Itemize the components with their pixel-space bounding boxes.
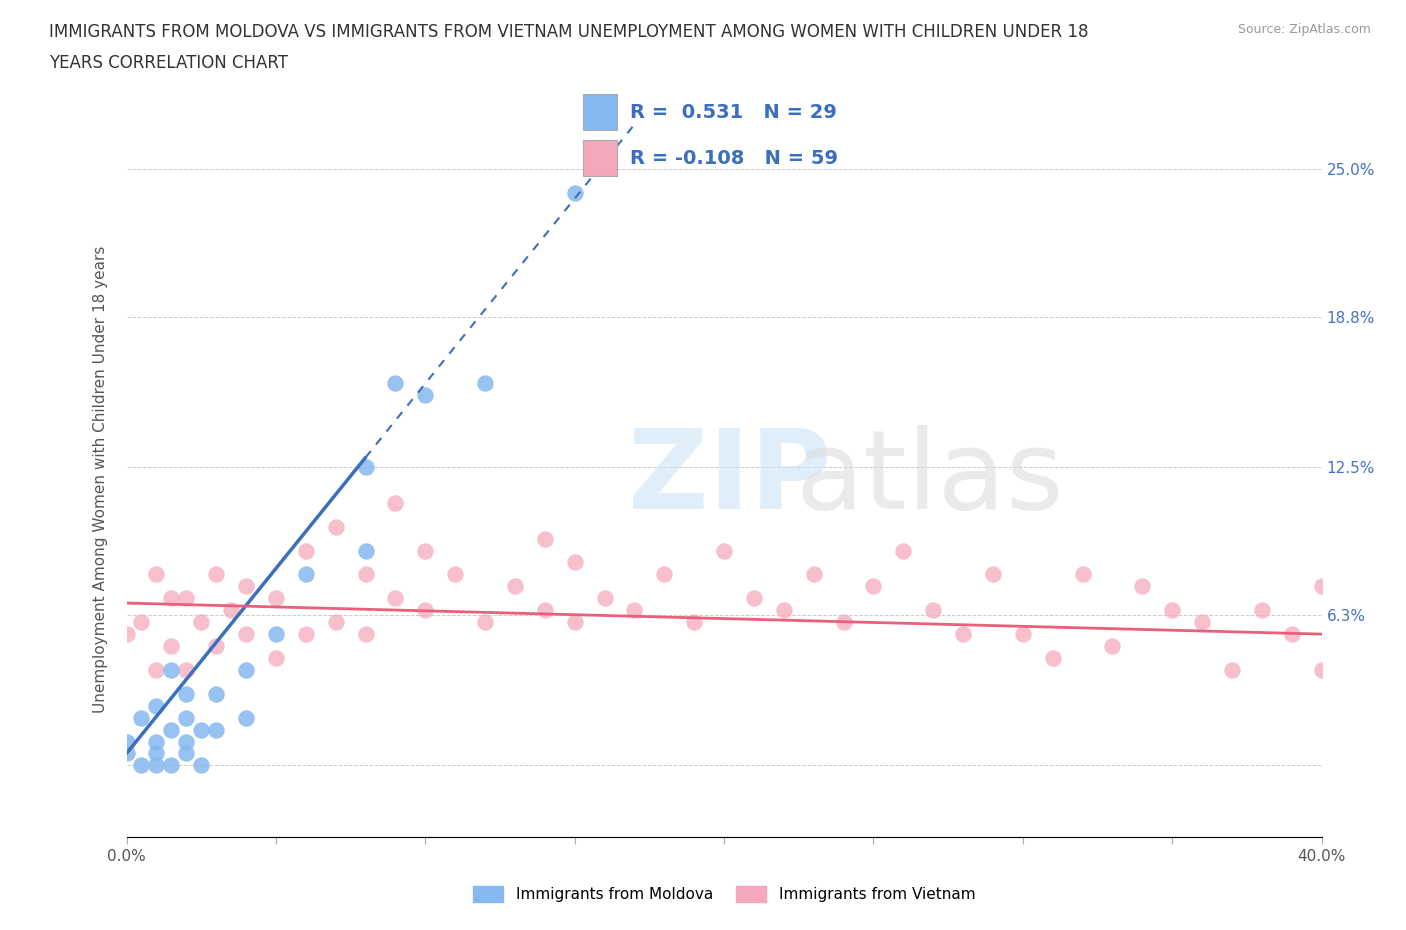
Point — [190, 722, 212, 737]
Point — [145, 746, 167, 761]
Point — [235, 711, 257, 725]
Point — [564, 615, 586, 630]
Point — [384, 496, 406, 511]
Text: atlas: atlas — [796, 425, 1064, 533]
Point — [131, 711, 153, 725]
Point — [415, 388, 437, 403]
Point — [652, 567, 675, 582]
Text: ZIP: ZIP — [628, 425, 832, 533]
Point — [773, 603, 796, 618]
Point — [145, 734, 167, 749]
Point — [1161, 603, 1184, 618]
Point — [713, 543, 735, 558]
Point — [160, 662, 183, 677]
Point — [354, 543, 377, 558]
Legend: Immigrants from Moldova, Immigrants from Vietnam: Immigrants from Moldova, Immigrants from… — [467, 880, 981, 908]
Point — [115, 627, 138, 642]
Point — [862, 578, 884, 594]
Point — [893, 543, 915, 558]
Point — [115, 734, 138, 749]
Point — [1310, 662, 1333, 677]
FancyBboxPatch shape — [583, 140, 617, 176]
Point — [145, 758, 167, 773]
Point — [683, 615, 706, 630]
Text: IMMIGRANTS FROM MOLDOVA VS IMMIGRANTS FROM VIETNAM UNEMPLOYMENT AMONG WOMEN WITH: IMMIGRANTS FROM MOLDOVA VS IMMIGRANTS FR… — [49, 23, 1088, 41]
Point — [415, 543, 437, 558]
Point — [160, 639, 183, 654]
Point — [235, 627, 257, 642]
Point — [1130, 578, 1153, 594]
Point — [981, 567, 1004, 582]
Point — [742, 591, 765, 605]
Point — [264, 651, 287, 666]
Point — [235, 578, 257, 594]
Point — [474, 615, 496, 630]
Point — [354, 627, 377, 642]
Point — [190, 615, 212, 630]
Point — [294, 627, 316, 642]
Text: R =  0.531   N = 29: R = 0.531 N = 29 — [630, 103, 838, 122]
Point — [952, 627, 974, 642]
Point — [444, 567, 467, 582]
Point — [384, 376, 406, 391]
Point — [174, 686, 197, 701]
Y-axis label: Unemployment Among Women with Children Under 18 years: Unemployment Among Women with Children U… — [93, 246, 108, 712]
Text: YEARS CORRELATION CHART: YEARS CORRELATION CHART — [49, 54, 288, 72]
Point — [1071, 567, 1094, 582]
FancyBboxPatch shape — [583, 94, 617, 130]
Point — [474, 376, 496, 391]
Point — [922, 603, 945, 618]
Point — [190, 758, 212, 773]
Point — [803, 567, 825, 582]
Point — [160, 758, 183, 773]
Point — [354, 459, 377, 474]
Point — [264, 591, 287, 605]
Point — [415, 603, 437, 618]
Point — [160, 722, 183, 737]
Point — [294, 567, 316, 582]
Point — [1042, 651, 1064, 666]
Point — [325, 519, 347, 534]
Point — [145, 567, 167, 582]
Point — [205, 639, 228, 654]
Point — [832, 615, 855, 630]
Point — [219, 603, 242, 618]
Point — [325, 615, 347, 630]
Point — [145, 698, 167, 713]
Point — [503, 578, 526, 594]
Point — [593, 591, 616, 605]
Point — [384, 591, 406, 605]
Point — [145, 662, 167, 677]
Point — [294, 543, 316, 558]
Point — [1281, 627, 1303, 642]
Point — [115, 746, 138, 761]
Point — [235, 662, 257, 677]
Point — [174, 591, 197, 605]
Point — [205, 722, 228, 737]
Point — [564, 555, 586, 570]
Point — [534, 603, 557, 618]
Text: Source: ZipAtlas.com: Source: ZipAtlas.com — [1237, 23, 1371, 36]
Point — [131, 615, 153, 630]
Point — [205, 567, 228, 582]
Point — [564, 185, 586, 200]
Point — [623, 603, 645, 618]
Point — [1310, 578, 1333, 594]
Point — [1251, 603, 1274, 618]
Point — [160, 591, 183, 605]
Point — [174, 662, 197, 677]
Point — [534, 531, 557, 546]
Point — [131, 758, 153, 773]
Point — [174, 746, 197, 761]
Point — [1220, 662, 1243, 677]
Point — [1191, 615, 1213, 630]
Point — [174, 734, 197, 749]
Point — [354, 567, 377, 582]
Point — [1101, 639, 1123, 654]
Point — [1011, 627, 1033, 642]
Point — [264, 627, 287, 642]
Text: R = -0.108   N = 59: R = -0.108 N = 59 — [630, 149, 838, 168]
Point — [174, 711, 197, 725]
Point — [205, 686, 228, 701]
